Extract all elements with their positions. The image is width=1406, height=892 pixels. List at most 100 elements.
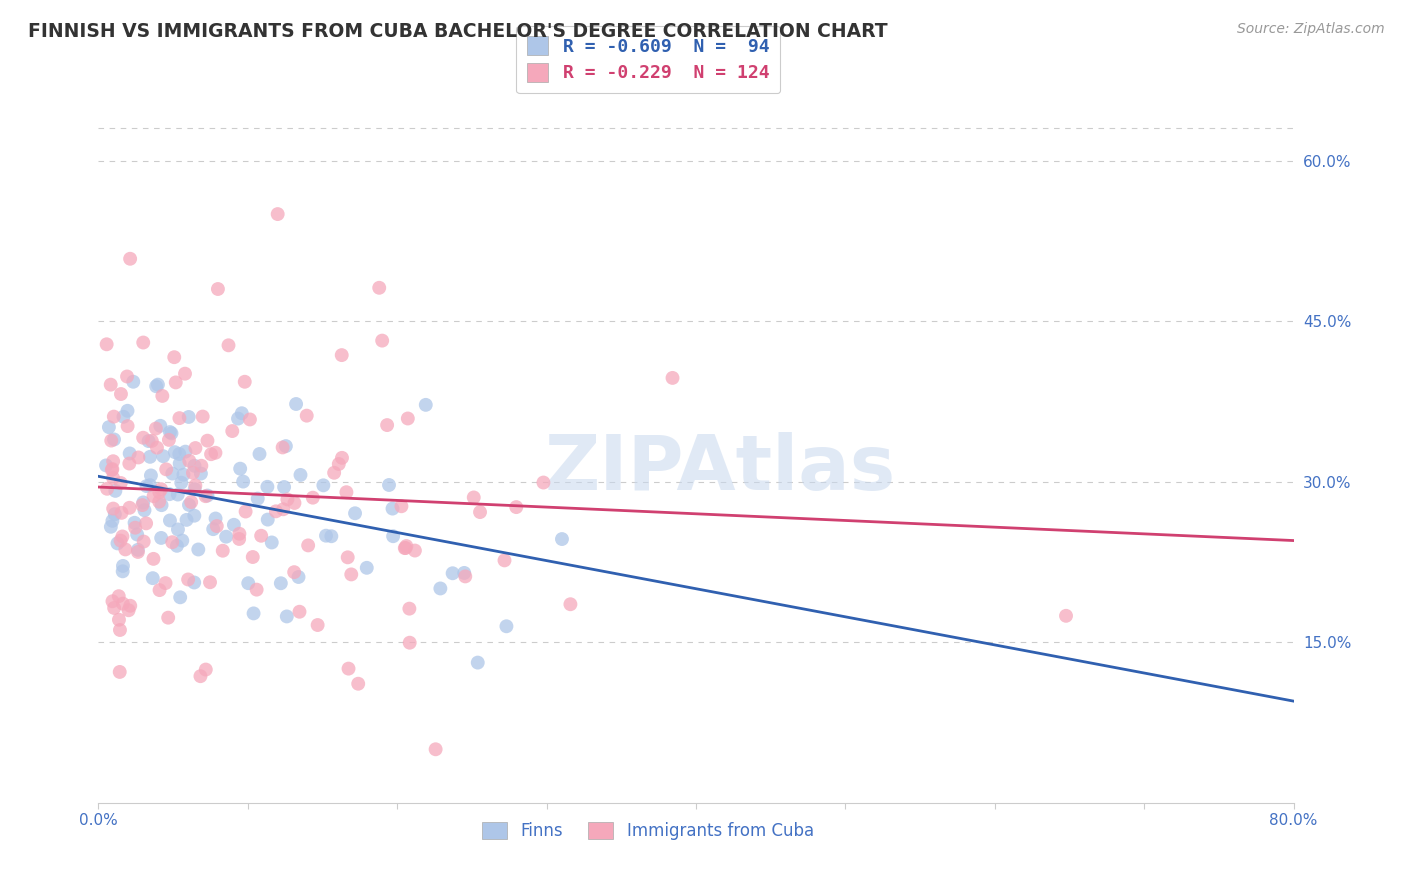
Point bbox=[139, 468, 162, 483]
Point bbox=[169, 457, 191, 471]
Point bbox=[132, 495, 155, 509]
Point bbox=[190, 458, 212, 473]
Point bbox=[505, 500, 527, 515]
Point bbox=[494, 553, 516, 567]
Point bbox=[242, 607, 264, 621]
Point bbox=[396, 411, 419, 425]
Point bbox=[122, 375, 145, 389]
Point bbox=[197, 489, 219, 503]
Point bbox=[415, 398, 437, 412]
Point bbox=[145, 379, 167, 393]
Point bbox=[110, 387, 132, 401]
Point bbox=[104, 483, 127, 498]
Point bbox=[232, 475, 254, 489]
Point bbox=[96, 337, 118, 351]
Point bbox=[231, 406, 253, 420]
Point bbox=[301, 491, 323, 505]
Point bbox=[145, 421, 167, 435]
Point bbox=[256, 512, 278, 526]
Point bbox=[94, 458, 117, 473]
Point bbox=[169, 447, 191, 461]
Point bbox=[264, 504, 287, 518]
Point bbox=[222, 517, 245, 532]
Point bbox=[103, 409, 125, 424]
Point bbox=[163, 445, 186, 459]
Point bbox=[97, 420, 120, 434]
Point bbox=[138, 434, 160, 449]
Point bbox=[404, 543, 426, 558]
Point bbox=[441, 566, 464, 581]
Point bbox=[142, 489, 165, 503]
Point bbox=[142, 571, 165, 585]
Point bbox=[274, 439, 297, 453]
Point bbox=[242, 549, 264, 564]
Point bbox=[184, 441, 207, 455]
Point bbox=[267, 207, 290, 221]
Point bbox=[150, 498, 173, 512]
Point bbox=[176, 513, 198, 527]
Text: ZIPAtlas: ZIPAtlas bbox=[544, 432, 896, 506]
Point bbox=[111, 597, 134, 611]
Point bbox=[454, 569, 477, 583]
Text: FINNISH VS IMMIGRANTS FROM CUBA BACHELOR'S DEGREE CORRELATION CHART: FINNISH VS IMMIGRANTS FROM CUBA BACHELOR… bbox=[28, 22, 887, 41]
Point bbox=[160, 535, 183, 549]
Point bbox=[142, 552, 165, 566]
Point bbox=[191, 409, 214, 424]
Point bbox=[218, 338, 240, 352]
Point bbox=[127, 542, 149, 557]
Point bbox=[290, 467, 312, 482]
Point bbox=[159, 425, 181, 439]
Point bbox=[100, 520, 122, 534]
Point bbox=[285, 397, 308, 411]
Point bbox=[371, 334, 394, 348]
Point bbox=[132, 431, 155, 445]
Point bbox=[101, 594, 124, 608]
Point bbox=[276, 609, 298, 624]
Point bbox=[174, 367, 197, 381]
Point bbox=[283, 496, 305, 510]
Point bbox=[200, 447, 222, 461]
Point bbox=[183, 482, 205, 496]
Point bbox=[533, 475, 555, 490]
Point bbox=[246, 582, 269, 597]
Point bbox=[287, 570, 309, 584]
Point bbox=[235, 504, 257, 518]
Point bbox=[120, 252, 142, 266]
Point bbox=[172, 533, 194, 548]
Point bbox=[207, 282, 229, 296]
Point bbox=[190, 467, 212, 481]
Point bbox=[149, 418, 172, 433]
Point bbox=[174, 444, 197, 458]
Point bbox=[148, 494, 170, 508]
Point bbox=[103, 433, 125, 447]
Point bbox=[297, 538, 319, 552]
Point bbox=[197, 434, 219, 448]
Point bbox=[177, 409, 200, 424]
Point bbox=[166, 487, 188, 501]
Point bbox=[146, 441, 169, 455]
Point bbox=[127, 545, 149, 559]
Point bbox=[336, 550, 359, 565]
Point bbox=[328, 457, 350, 471]
Point bbox=[150, 531, 173, 545]
Point bbox=[183, 458, 205, 473]
Point bbox=[107, 589, 129, 603]
Point bbox=[100, 377, 122, 392]
Point bbox=[395, 539, 418, 553]
Point bbox=[228, 532, 250, 546]
Point bbox=[205, 519, 228, 533]
Point bbox=[101, 501, 124, 516]
Point bbox=[181, 466, 204, 480]
Point bbox=[330, 348, 353, 362]
Point bbox=[101, 463, 124, 477]
Point bbox=[453, 566, 475, 580]
Point bbox=[180, 495, 202, 509]
Point bbox=[100, 434, 122, 448]
Point bbox=[184, 478, 207, 492]
Point bbox=[215, 530, 238, 544]
Point bbox=[159, 487, 181, 501]
Point bbox=[330, 450, 353, 465]
Point bbox=[204, 511, 226, 525]
Point bbox=[148, 485, 170, 500]
Point bbox=[135, 516, 157, 531]
